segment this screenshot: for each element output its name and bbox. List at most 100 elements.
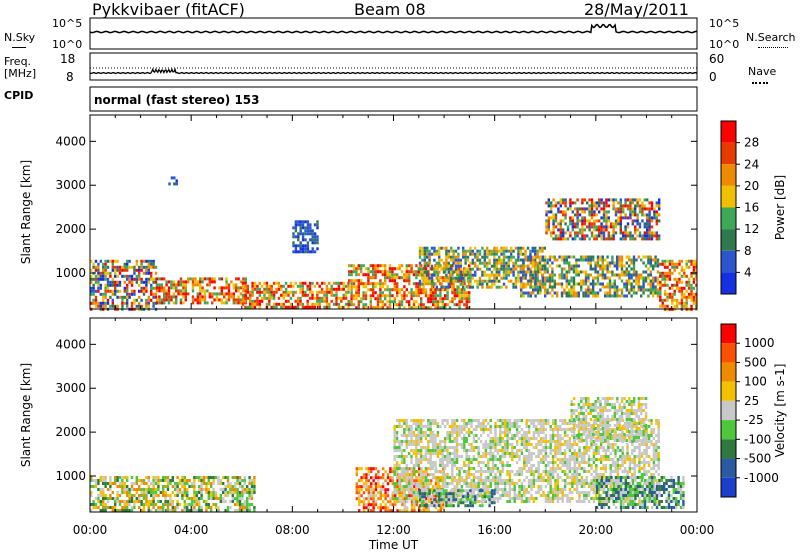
power-cell (227, 289, 231, 293)
velocity-cell (465, 437, 468, 440)
power-cell (344, 296, 348, 300)
power-cell (121, 274, 124, 278)
power-cell (631, 237, 634, 241)
power-cell (490, 249, 494, 253)
velocity-cell (477, 482, 480, 485)
power-cell (638, 231, 642, 235)
velocity-cell (479, 476, 483, 479)
power-cell (652, 264, 655, 268)
power-cell (318, 290, 321, 294)
velocity-cell (253, 488, 256, 491)
velocity-cell (384, 503, 387, 507)
power-cell (599, 264, 602, 268)
power-cell (442, 270, 446, 274)
velocity-cell (207, 476, 210, 479)
velocity-cell (382, 488, 385, 492)
power-cell (246, 284, 249, 288)
velocity-cell (506, 479, 509, 482)
power-cell (381, 300, 384, 304)
power-cell (388, 276, 392, 280)
power-cell (435, 267, 438, 271)
colorbar-swatch (721, 207, 736, 230)
power-cell (172, 280, 175, 284)
power-cell (352, 297, 356, 301)
power-cell (553, 291, 556, 295)
power-cell (179, 301, 183, 305)
power-cell (628, 288, 631, 292)
power-cell (426, 252, 429, 256)
power-cell (572, 270, 576, 274)
velocity-cell (417, 461, 420, 464)
power-cell (474, 273, 477, 277)
velocity-cell (494, 482, 497, 485)
power-cell (116, 283, 119, 287)
velocity-cell (434, 449, 437, 452)
velocity-cell (377, 485, 380, 489)
power-cell (424, 282, 428, 286)
freq-panel-frame (89, 52, 698, 81)
power-cell (577, 270, 580, 274)
velocity-cell (176, 500, 179, 503)
velocity-cell (412, 500, 416, 503)
power-cell (175, 301, 178, 305)
velocity-cell (427, 506, 430, 510)
velocity-cell (147, 509, 150, 512)
power-cell (114, 292, 117, 296)
velocity-cell (424, 473, 428, 476)
velocity-cell (164, 491, 167, 494)
power-cell (379, 297, 382, 301)
velocity-cell (171, 491, 174, 494)
velocity-cell (406, 500, 409, 504)
power-cell (167, 295, 171, 299)
power-cell (605, 219, 608, 223)
power-cell (614, 222, 618, 226)
velocity-cell (499, 419, 502, 422)
velocity-cell (518, 449, 521, 452)
velocity-cell (523, 500, 526, 503)
velocity-cell (515, 494, 519, 497)
power-cell (284, 281, 288, 285)
power-cell (94, 268, 98, 272)
power-cell (550, 216, 553, 220)
power-cell (386, 285, 389, 289)
velocity-cell (358, 491, 361, 495)
velocity-cell (417, 491, 420, 494)
velocity-cell (186, 506, 189, 509)
power-cell (194, 283, 197, 287)
velocity-cell (422, 431, 425, 434)
velocity-cell (527, 467, 531, 470)
power-cell (391, 279, 394, 283)
power-cell (595, 219, 598, 223)
power-cell (460, 291, 464, 295)
power-cell (308, 296, 312, 300)
velocity-cell (511, 458, 514, 461)
velocity-cell (174, 482, 177, 485)
power-cell (563, 273, 566, 277)
power-cell (692, 292, 696, 296)
velocity-cell (403, 467, 406, 470)
power-cell (464, 270, 467, 274)
power-cell (658, 207, 661, 211)
velocity-cell (389, 503, 392, 507)
power-cell (512, 261, 515, 265)
power-cell (297, 223, 300, 227)
power-cell (97, 286, 100, 290)
velocity-cell (410, 461, 413, 464)
velocity-cell (147, 485, 150, 488)
power-cell (624, 237, 627, 241)
power-cell (434, 294, 437, 298)
power-cell (544, 291, 547, 295)
velocity-cell (118, 482, 122, 485)
power-cell (596, 258, 600, 262)
power-cell (292, 241, 295, 245)
power-cell (527, 258, 530, 262)
power-cell (342, 305, 345, 309)
power-cell (265, 296, 269, 300)
velocity-cell (183, 500, 186, 503)
velocity-cell (102, 500, 105, 503)
power-cell (237, 298, 240, 302)
velocity-cell (386, 491, 390, 495)
velocity-cell (417, 470, 420, 473)
velocity-cell (496, 491, 500, 494)
power-cell (495, 279, 498, 283)
